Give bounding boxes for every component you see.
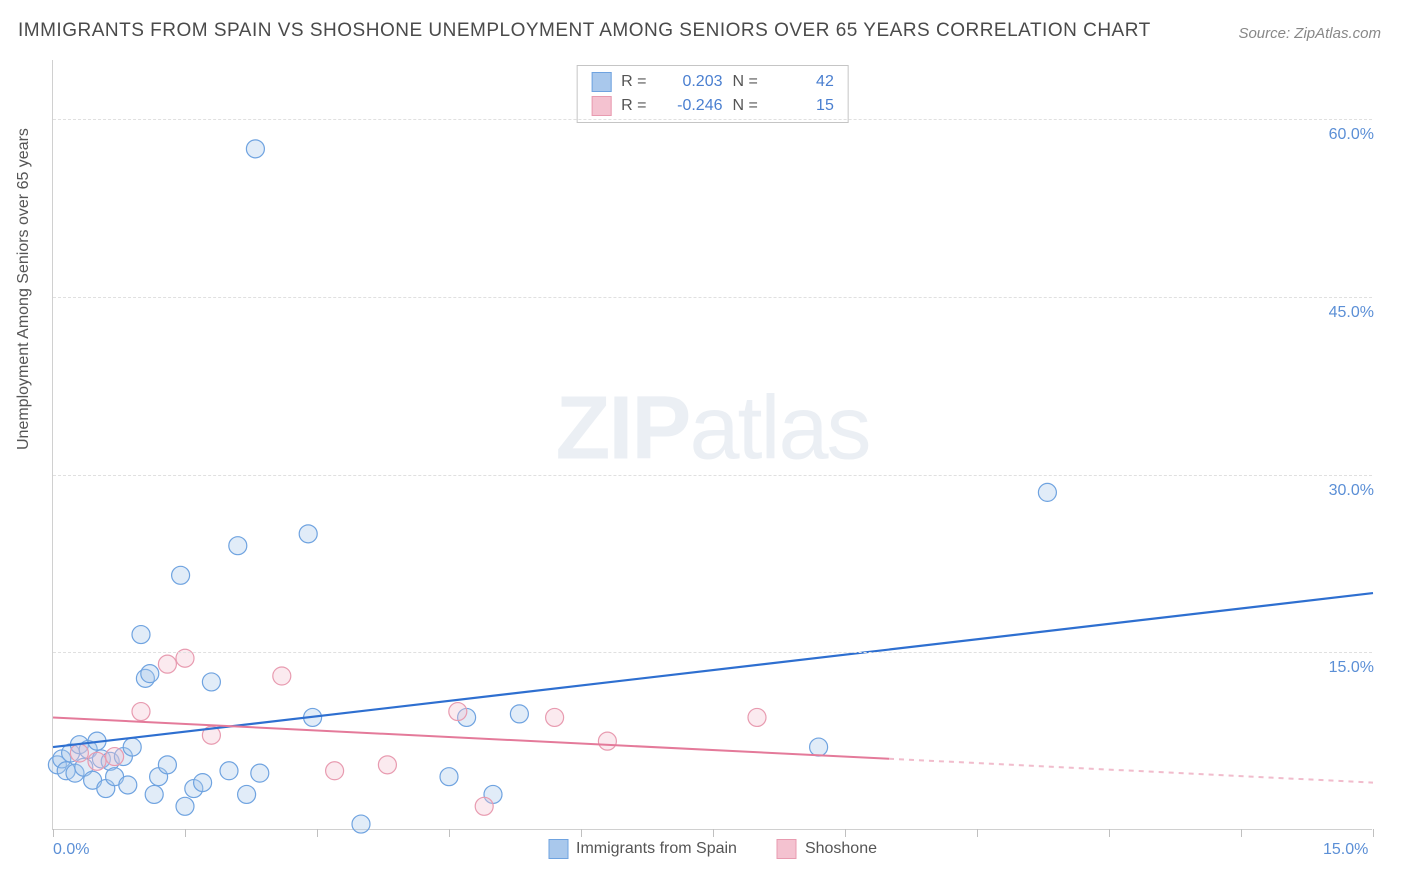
x-tick-label: 0.0%	[53, 841, 89, 859]
x-tick	[449, 829, 450, 837]
data-point	[119, 776, 137, 794]
gridline	[53, 297, 1372, 298]
data-point	[299, 525, 317, 543]
data-point	[202, 673, 220, 691]
data-point	[132, 703, 150, 721]
data-point	[123, 738, 141, 756]
y-tick-label: 60.0%	[1329, 126, 1374, 144]
x-tick-label: 15.0%	[1323, 841, 1368, 859]
x-tick	[1241, 829, 1242, 837]
data-point	[810, 738, 828, 756]
data-point	[158, 756, 176, 774]
data-point	[238, 785, 256, 803]
data-point	[440, 768, 458, 786]
data-point	[475, 797, 493, 815]
legend-item-1: Immigrants from Spain	[548, 839, 737, 859]
data-point	[510, 705, 528, 723]
x-tick	[1373, 829, 1374, 837]
data-point	[229, 537, 247, 555]
trend-line	[53, 593, 1373, 747]
data-point	[141, 665, 159, 683]
data-point	[145, 785, 163, 803]
data-point	[176, 797, 194, 815]
y-tick-label: 45.0%	[1329, 304, 1374, 322]
x-tick	[977, 829, 978, 837]
data-point	[1038, 483, 1056, 501]
x-tick	[185, 829, 186, 837]
y-axis-title: Unemployment Among Seniors over 65 years	[15, 128, 33, 450]
data-point	[378, 756, 396, 774]
data-point	[132, 626, 150, 644]
x-tick	[317, 829, 318, 837]
data-point	[352, 815, 370, 833]
source-label: Source: ZipAtlas.com	[1238, 25, 1381, 42]
y-tick-label: 30.0%	[1329, 482, 1374, 500]
x-tick	[581, 829, 582, 837]
data-point	[273, 667, 291, 685]
x-tick	[845, 829, 846, 837]
data-point	[172, 566, 190, 584]
chart-plot-area: ZIPatlas R = 0.203 N = 42 R = -0.246 N =…	[52, 60, 1372, 830]
scatter-svg	[53, 60, 1372, 829]
legend-item-2: Shoshone	[777, 839, 877, 859]
swatch-bottom-1	[548, 839, 568, 859]
data-point	[106, 748, 124, 766]
data-point	[598, 732, 616, 750]
x-tick	[713, 829, 714, 837]
swatch-bottom-2	[777, 839, 797, 859]
series-legend: Immigrants from Spain Shoshone	[548, 839, 877, 859]
data-point	[220, 762, 238, 780]
data-point	[748, 708, 766, 726]
gridline	[53, 652, 1372, 653]
series-2-name: Shoshone	[805, 840, 877, 858]
series-1-name: Immigrants from Spain	[576, 840, 737, 858]
y-tick-label: 15.0%	[1329, 659, 1374, 677]
data-point	[88, 752, 106, 770]
x-tick	[1109, 829, 1110, 837]
data-point	[546, 708, 564, 726]
chart-title: IMMIGRANTS FROM SPAIN VS SHOSHONE UNEMPL…	[18, 20, 1151, 42]
data-point	[158, 655, 176, 673]
trend-line-dashed	[889, 759, 1373, 783]
x-tick	[53, 829, 54, 837]
gridline	[53, 475, 1372, 476]
data-point	[449, 703, 467, 721]
data-point	[251, 764, 269, 782]
data-point	[326, 762, 344, 780]
data-point	[70, 744, 88, 762]
data-point	[194, 774, 212, 792]
gridline	[53, 119, 1372, 120]
data-point	[246, 140, 264, 158]
